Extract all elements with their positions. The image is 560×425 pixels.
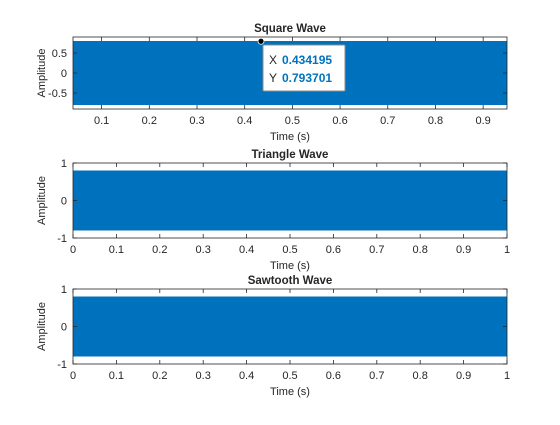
- data-tip-marker[interactable]: [258, 38, 264, 44]
- x-tick-label: 1: [504, 244, 510, 256]
- y-axis-label: Amplitude: [36, 302, 48, 351]
- x-tick-label: 0.6: [332, 115, 347, 127]
- x-tick-label: 0.3: [196, 370, 211, 382]
- y-axis-label: Amplitude: [36, 176, 48, 225]
- x-axis-label: Time (s): [270, 386, 310, 398]
- x-tick-label: 0.6: [326, 370, 341, 382]
- y-tick-label: 1: [61, 158, 67, 170]
- y-tick-label: -1: [57, 359, 67, 371]
- x-tick-label: 0.5: [282, 370, 297, 382]
- x-tick-label: 0: [70, 370, 76, 382]
- x-tick-label: 0.7: [380, 115, 395, 127]
- triangle-wave-axes[interactable]: 0 0.1 0.2 0.3 0.4 0.5 0.6 0.7 0.8 0.9 1-101Triangl…: [36, 149, 510, 272]
- data-tip-y-value: 0.793701: [282, 71, 332, 85]
- x-tick-label: 0.2: [152, 370, 167, 382]
- data-tip-x-label: X: [269, 53, 277, 67]
- x-tick-label: 0.3: [196, 244, 211, 256]
- signal-trace: [73, 297, 507, 357]
- data-tip-x-value: 0.434195: [282, 53, 332, 67]
- x-tick-label: 0.1: [109, 370, 124, 382]
- x-tick-label: 0.9: [476, 115, 491, 127]
- x-tick-label: 0.8: [413, 244, 428, 256]
- x-tick-label: 0.8: [428, 115, 443, 127]
- x-tick-label: 0: [70, 244, 76, 256]
- y-tick-label: -0.5: [48, 88, 67, 100]
- x-tick-label: 1: [504, 370, 510, 382]
- sawtooth-wave-axes[interactable]: 0 0.1 0.2 0.3 0.4 0.5 0.6 0.7 0.8 0.9 1-101Sawtoot…: [36, 275, 510, 398]
- chart-title: Square Wave: [254, 23, 326, 35]
- x-tick-label: 0.8: [413, 370, 428, 382]
- x-tick-label: 0.5: [285, 115, 300, 127]
- chart-title: Triangle Wave: [252, 149, 329, 161]
- y-tick-label: 0: [61, 68, 67, 80]
- x-tick-label: 0.7: [369, 370, 384, 382]
- y-tick-label: 0: [61, 322, 67, 334]
- signal-trace: [73, 171, 507, 231]
- x-tick-label: 0.2: [152, 244, 167, 256]
- x-tick-label: 0.3: [189, 115, 204, 127]
- x-tick-label: 0.2: [142, 115, 157, 127]
- x-tick-label: 0.5: [282, 244, 297, 256]
- y-tick-label: 1: [61, 284, 67, 296]
- x-tick-label: 0.7: [369, 244, 384, 256]
- x-axis-label: Time (s): [270, 260, 310, 272]
- data-tip[interactable]: X 0.434195 Y 0.793701: [258, 38, 345, 91]
- x-tick-label: 0.4: [237, 115, 252, 127]
- y-tick-label: -1: [57, 233, 67, 245]
- square-wave-axes[interactable]: 0.1 0.2 0.3 0.4 0.5 0.6 0.7 0.8 0.9 -0.5 0 0.5 Squar…: [36, 23, 507, 143]
- data-tip-y-label: Y: [269, 71, 277, 85]
- x-tick-label: 0.6: [326, 244, 341, 256]
- x-tick-label: 0.9: [456, 370, 471, 382]
- x-tick-label: 0.9: [456, 244, 471, 256]
- y-tick-label: 0.5: [52, 48, 67, 60]
- y-axis-label: Amplitude: [36, 49, 48, 98]
- x-tick-label: 0.4: [239, 244, 254, 256]
- x-axis-label: Time (s): [270, 131, 310, 143]
- y-tick-label: 0: [61, 196, 67, 208]
- x-tick-label: 0.1: [94, 115, 109, 127]
- x-tick-label: 0.4: [239, 370, 254, 382]
- x-tick-label: 0.1: [109, 244, 124, 256]
- chart-title: Sawtooth Wave: [248, 275, 333, 287]
